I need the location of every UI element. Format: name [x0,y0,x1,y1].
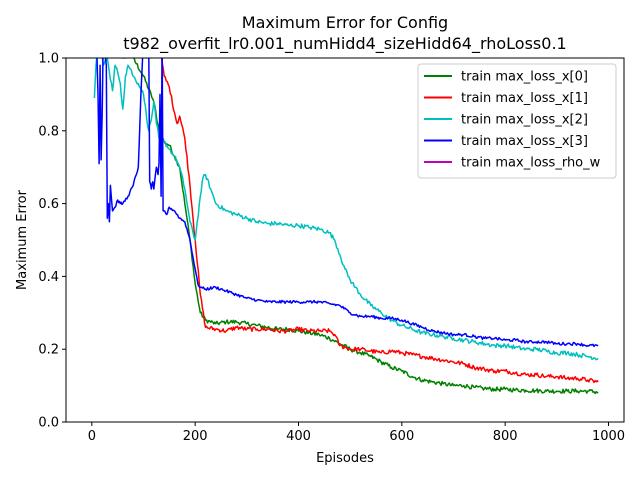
y-tick-label: 0.0 [38,416,59,431]
x-tick-label: 600 [389,429,414,444]
chart-title-line1: Maximum Error for Config [242,13,448,32]
legend-box [417,63,617,179]
x-tick-label: 200 [183,429,208,444]
legend-label: train max_loss_rho_w [461,156,601,171]
plot-frame [65,57,625,423]
y-axis-label: Maximum Error [15,189,30,290]
x-tick-label: 400 [286,429,311,444]
tick-layer: 0 200 400 600 800 1000 0.0 0.2 0.4 0.6 0.8 1.0 [38,52,625,445]
legend-label: train max_loss_x[0] [461,70,588,85]
x-axis-label: Episodes [316,451,374,466]
series-line [96,58,599,348]
series-layer [93,58,599,395]
y-tick-label: 0.4 [38,270,59,285]
y-tick-label: 0.2 [38,343,59,358]
x-tick-label: 1000 [592,429,625,444]
y-tick-label: 0.6 [38,197,59,212]
chart-title-line2: t982_overfit_lr0.001_numHidd4_sizeHidd64… [123,34,566,54]
legend: train max_loss_x[0]train max_loss_x[1]tr… [417,63,617,179]
series-line [93,58,599,361]
y-tick-label: 1.0 [38,52,59,67]
legend-label: train max_loss_x[1] [461,91,588,106]
x-tick-label: 800 [493,429,518,444]
legend-label: train max_loss_x[2] [461,113,588,128]
x-tick-label: 0 [88,429,96,444]
series-line [121,58,599,384]
y-tick-label: 0.8 [38,124,59,139]
legend-label: train max_loss_x[3] [461,134,588,149]
